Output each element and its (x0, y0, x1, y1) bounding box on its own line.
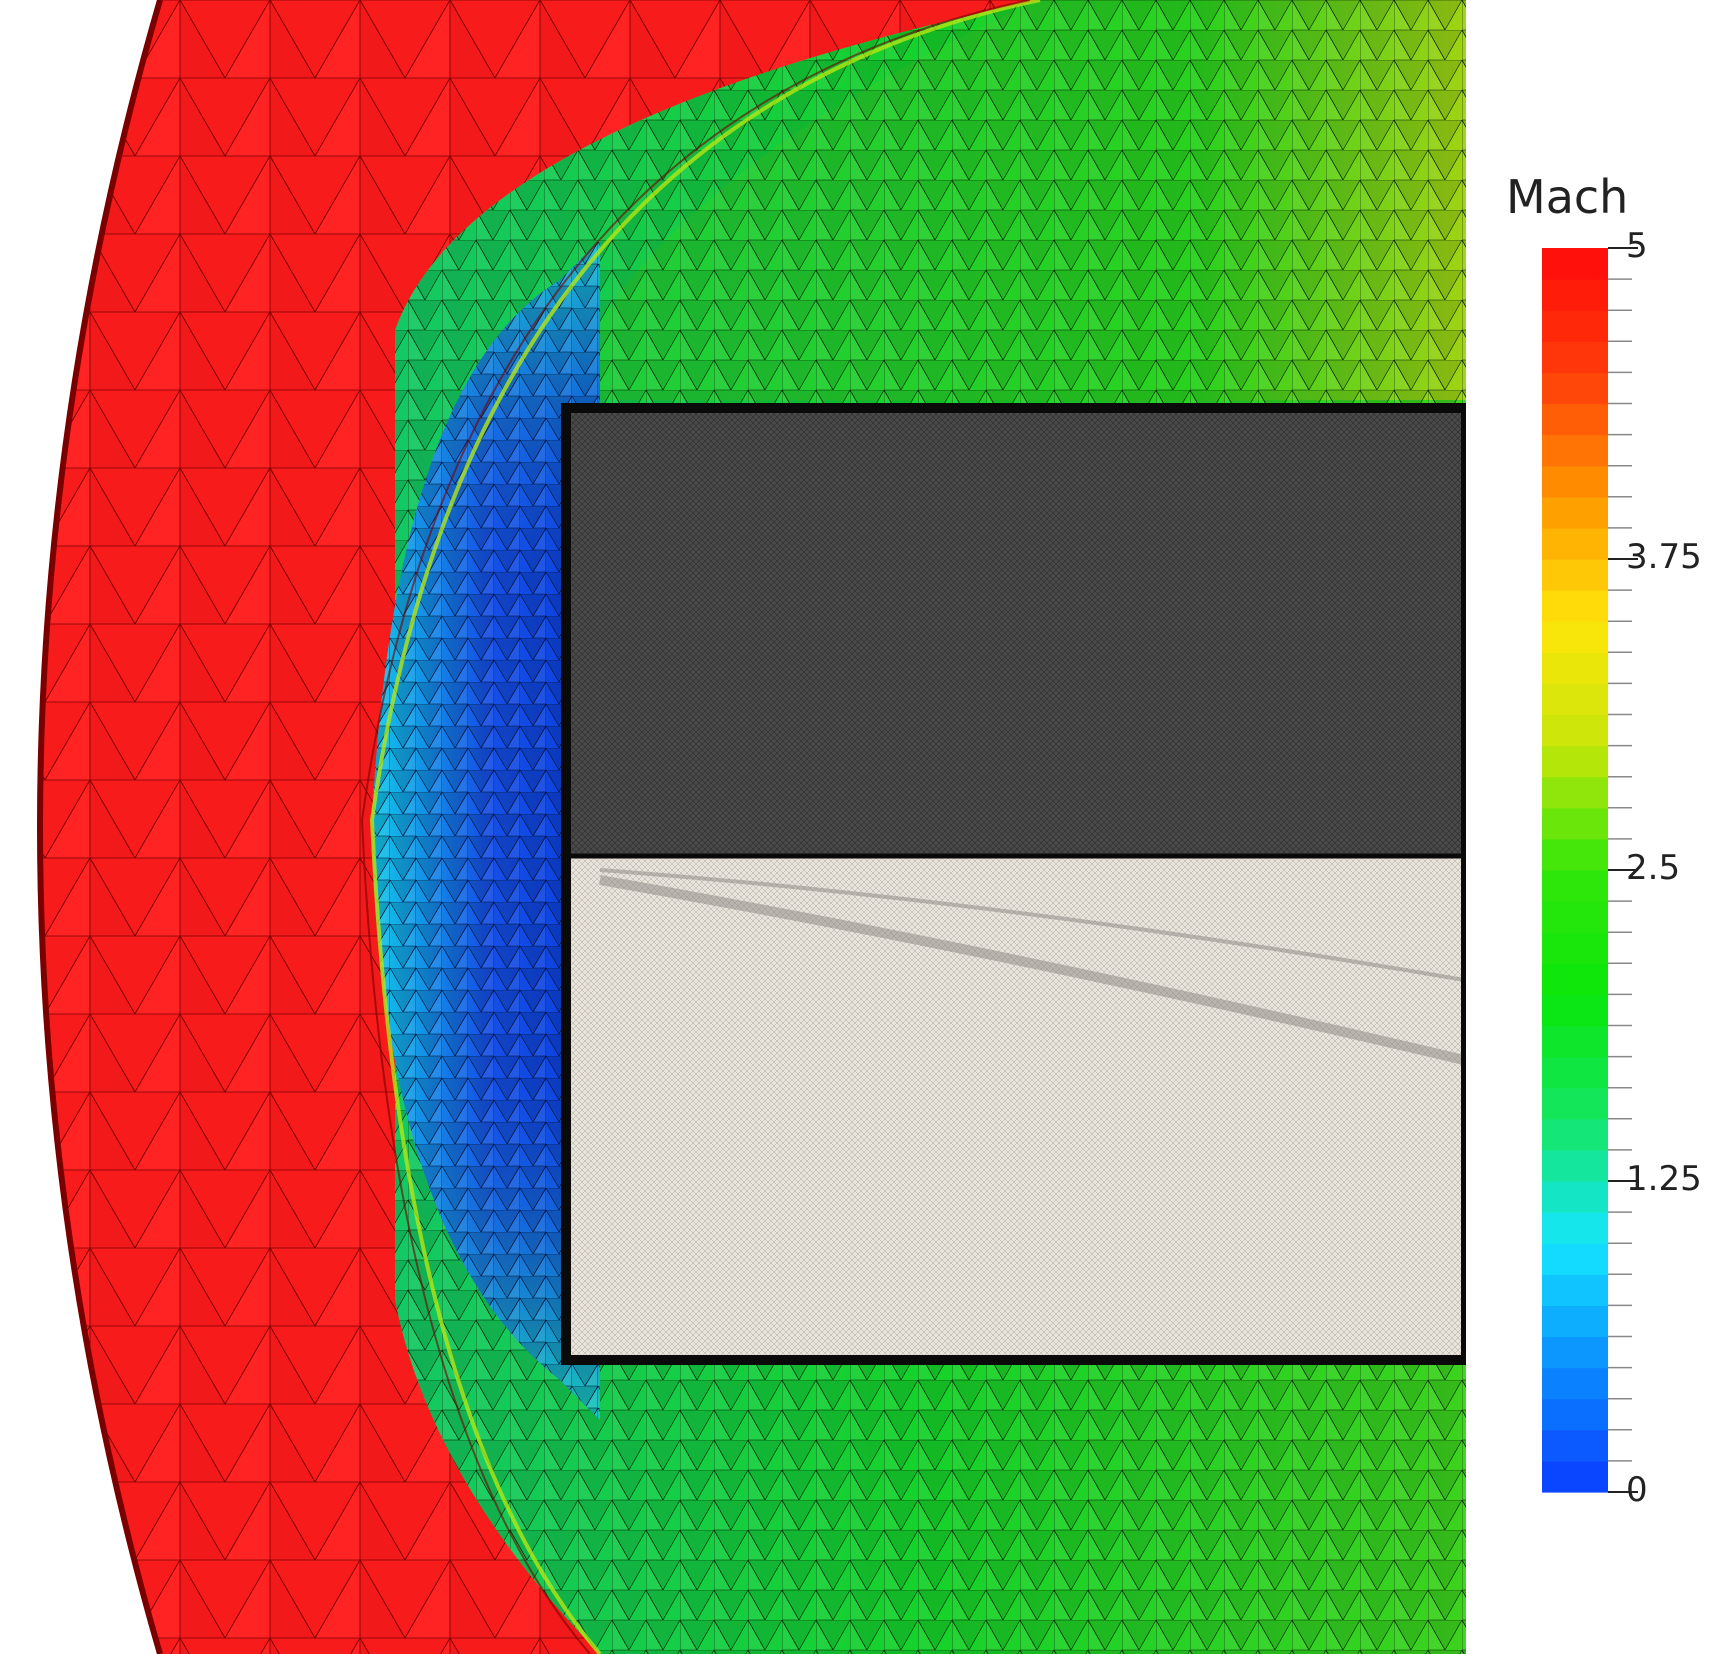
colorbar-band (1542, 341, 1608, 373)
colorbar-band (1542, 559, 1608, 591)
colorbar-band (1542, 248, 1608, 280)
colorbar-band (1542, 1118, 1608, 1151)
colorbar-band (1542, 807, 1608, 840)
colorbar-band (1542, 1212, 1608, 1244)
colorbar-band (1542, 870, 1608, 902)
colorbar-band (1542, 1087, 1608, 1120)
colorbar-band (1542, 994, 1608, 1027)
colorbar-band (1542, 1367, 1608, 1400)
colorbar-band (1542, 465, 1608, 498)
colorbar-band (1542, 590, 1608, 622)
colorbar-tick-label: 0 (1626, 1470, 1648, 1510)
colorbar-band (1542, 932, 1608, 964)
colorbar-band (1542, 372, 1608, 405)
colorbar-band (1542, 714, 1608, 747)
colorbar-band (1542, 1243, 1608, 1275)
colorbar-band (1542, 901, 1608, 933)
colorbar-band (1542, 1274, 1608, 1306)
colorbar-band (1542, 1025, 1608, 1058)
colorbar-tick-label: 3.75 (1626, 537, 1702, 577)
colorbar-tick-label: 2.5 (1626, 848, 1681, 888)
colorbar-title: Mach (1506, 170, 1629, 224)
colorbar-band (1542, 745, 1608, 778)
colorbar-bands (1542, 248, 1608, 1493)
colorbar-band (1542, 963, 1608, 995)
colorbar-band (1542, 1336, 1608, 1369)
colorbar-band (1542, 527, 1608, 560)
colorbar-band (1542, 683, 1608, 716)
colorbar-ticks (1608, 247, 1638, 1493)
colorbar-band (1542, 1429, 1608, 1462)
colorbar-band (1542, 652, 1608, 684)
colorbar-band (1542, 838, 1608, 871)
colorbar-band (1542, 1305, 1608, 1338)
colorbar-band (1542, 403, 1608, 436)
colorbar-band (1542, 1460, 1608, 1493)
colorbar-band (1542, 1149, 1608, 1182)
shock-layer-region (360, 0, 1041, 1654)
colorbar-band (1542, 496, 1608, 529)
body-surface (561, 403, 1471, 1365)
colorbar-tick-label: 1.25 (1626, 1159, 1702, 1199)
colorbar-band (1542, 1056, 1608, 1089)
colorbar-band (1542, 776, 1608, 809)
colorbar-band (1542, 1181, 1608, 1213)
colorbar-band (1542, 1398, 1608, 1431)
colorbar (1542, 247, 1638, 1493)
colorbar-band (1542, 310, 1608, 342)
colorbar-band (1542, 279, 1608, 311)
colorbar-tick-label: 5 (1626, 226, 1648, 266)
colorbar-band (1542, 434, 1608, 467)
colorbar-band (1542, 621, 1608, 653)
